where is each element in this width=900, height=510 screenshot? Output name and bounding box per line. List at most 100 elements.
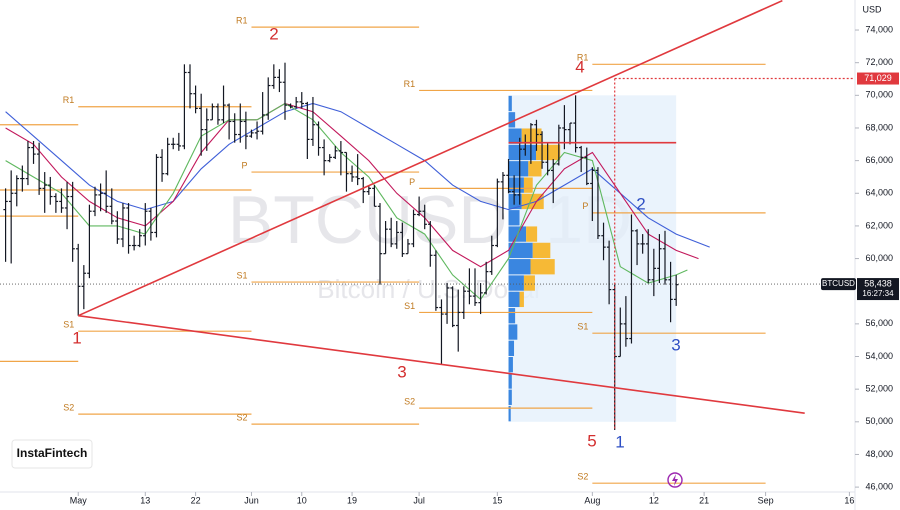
profile-bar <box>508 275 524 291</box>
x-tick-label: 15 <box>492 495 502 505</box>
profile-bar <box>508 373 512 389</box>
profile-bar <box>508 291 520 308</box>
x-tick-label: 16 <box>844 495 854 505</box>
wave-label: 2 <box>269 24 278 43</box>
pivot-label: R1 <box>404 79 416 89</box>
y-tick-label: 74,000 <box>865 24 893 34</box>
wave-label: 5 <box>587 431 596 450</box>
x-tick-label: May <box>70 495 88 505</box>
price-label: 58,438 <box>864 278 892 288</box>
pivot-label: P <box>409 177 415 187</box>
x-tick-label: 21 <box>699 495 709 505</box>
y-tick-label: 48,000 <box>865 449 893 459</box>
profile-bar <box>508 357 513 373</box>
y-tick-label: 50,000 <box>865 416 893 426</box>
pivot-label: R1 <box>236 15 248 25</box>
profile-bar <box>508 128 522 144</box>
pivot-label: S2 <box>236 412 247 422</box>
y-tick-label: 70,000 <box>865 90 893 100</box>
profile-bar <box>508 210 520 226</box>
wave-label: 2 <box>636 194 645 213</box>
profile-bar <box>528 161 542 177</box>
pivot-label: P <box>582 201 588 211</box>
profile-bar <box>508 144 537 161</box>
y-tick-label: 60,000 <box>865 253 893 263</box>
profile-bar <box>526 226 538 242</box>
x-tick-label: 10 <box>297 495 307 505</box>
y-tick-label: 72,000 <box>865 57 893 67</box>
profile-bar <box>508 161 529 177</box>
pivot-label: S2 <box>577 472 588 482</box>
pivot-label: S2 <box>404 396 415 406</box>
profile-bar <box>523 177 533 193</box>
wave-label: 1 <box>615 432 624 451</box>
x-tick-label: Jul <box>413 495 425 505</box>
x-tick-label: 13 <box>140 495 150 505</box>
profile-bar <box>508 259 531 275</box>
pivot-label: P <box>241 160 247 170</box>
profile-bar <box>508 177 524 193</box>
pivot-label: S1 <box>63 320 74 330</box>
wave-label: 1 <box>72 328 81 347</box>
profile-range <box>508 95 677 422</box>
wave-label: 3 <box>397 362 406 381</box>
y-tick-label: 54,000 <box>865 351 893 361</box>
profile-bar <box>508 389 512 405</box>
x-tick-label: 12 <box>649 495 659 505</box>
moving-average <box>5 102 699 268</box>
profile-bar <box>508 405 511 422</box>
y-tick-label: 64,000 <box>865 188 893 198</box>
profile-bar <box>508 340 515 357</box>
profile-bar <box>519 291 524 308</box>
icon-circle <box>667 472 683 488</box>
profile-bar <box>508 324 518 340</box>
profile-bar <box>530 259 555 275</box>
x-tick-label: Aug <box>584 495 600 505</box>
x-tick-label: Sep <box>758 495 774 505</box>
symbol-tag <box>821 278 856 291</box>
profile-bar <box>532 242 551 259</box>
profile-bar <box>508 308 516 324</box>
pivot-label: R1 <box>577 53 589 63</box>
x-tick-label: 19 <box>347 495 357 505</box>
pivot-label: S2 <box>63 403 74 413</box>
moving-average <box>5 102 710 248</box>
logo-text: InstaFintech <box>17 446 88 460</box>
trend-line <box>77 0 783 317</box>
wave-label: 3 <box>671 335 680 354</box>
trend-line <box>78 314 805 414</box>
y-tick-label: 56,000 <box>865 318 893 328</box>
profile-bar <box>508 112 516 128</box>
moving-average <box>5 102 688 301</box>
pivot-label: S1 <box>236 270 247 280</box>
pivot-label: S1 <box>577 322 588 332</box>
symbol-label: BTCUSD <box>822 279 855 288</box>
logo-box <box>11 439 93 469</box>
y-tick-label: 66,000 <box>865 155 893 165</box>
watermark-subtitle: Bitcoin / U.S. Dollar <box>317 274 543 304</box>
pivot-label: R1 <box>63 95 75 105</box>
lightning-icon <box>667 472 683 488</box>
wave-label: 4 <box>575 57 584 76</box>
icon-bolt <box>672 474 678 486</box>
profile-bar <box>508 95 512 112</box>
profile-bar <box>508 193 522 210</box>
x-tick-label: 22 <box>191 495 201 505</box>
y-tick-label: 68,000 <box>865 122 893 132</box>
logo: InstaFintech <box>11 439 93 469</box>
y-tick-label: 52,000 <box>865 384 893 394</box>
profile-bar <box>523 275 535 291</box>
profile-bar <box>521 193 544 210</box>
profile-bar <box>508 242 533 259</box>
marker-label: 71,029 <box>864 73 892 83</box>
y-tick-label: 46,000 <box>865 481 893 491</box>
y-tick-label: 62,000 <box>865 220 893 230</box>
marker-tag <box>857 72 899 85</box>
time-label: 16:27:34 <box>862 289 894 298</box>
currency: USD <box>862 4 882 14</box>
